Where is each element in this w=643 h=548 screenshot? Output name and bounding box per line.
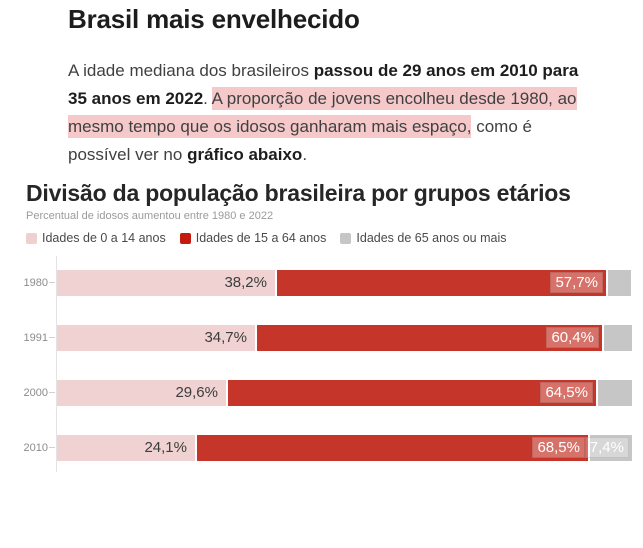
paragraph-bold-text: passou de 29 anos em 2010 para 35 anos e…: [68, 61, 579, 108]
chart-row-2000: 2000 29,6% 64,5%: [0, 365, 643, 420]
bar-chart: 1980 38,2% 57,7% 1991 34,7% 60,4% 2000 29,6% 64,…: [0, 255, 643, 485]
y-axis-tick: [49, 282, 55, 283]
bar-segment: [604, 324, 632, 351]
chart-section: Divisão da população brasileira por grup…: [0, 180, 643, 485]
bar-value-label: 57,7%: [550, 272, 603, 293]
bar-segment: 29,6%: [57, 379, 226, 406]
chart-row-1991: 1991 34,7% 60,4%: [0, 310, 643, 365]
chart-row-1980: 1980 38,2% 57,7%: [0, 255, 643, 310]
y-axis-tick: [49, 392, 55, 393]
bar-value-label: 24,1%: [144, 439, 187, 456]
bar-segment: 7,4%: [584, 434, 632, 461]
stacked-bar: 34,7% 60,4%: [57, 324, 632, 351]
y-axis-label: 1991: [23, 331, 48, 344]
bar-segment: 57,7%: [277, 269, 606, 296]
bar-value-label: 29,6%: [175, 384, 218, 401]
paragraph-bold-text: gráfico abaixo: [187, 145, 303, 164]
y-axis-label: 2000: [23, 386, 48, 399]
paragraph-text: .: [302, 145, 308, 164]
y-axis-tick: [49, 447, 55, 448]
stacked-bar: 29,6% 64,5%: [57, 379, 632, 406]
legend-item-1: Idades de 15 a 64 anos: [179, 231, 327, 245]
bar-value-label: 7,4%: [584, 437, 629, 458]
chart-title: Divisão da população brasileira por grup…: [26, 180, 571, 206]
legend-swatch-icon: [340, 232, 352, 244]
bar-value-label: 64,5%: [540, 382, 593, 403]
bar-value-label: 60,4%: [546, 327, 599, 348]
bar-segment: 24,1%: [57, 434, 195, 461]
bar-value-label: 38,2%: [224, 274, 267, 291]
paragraph-text: .: [203, 89, 212, 108]
article-title: Brasil mais envelhecido: [68, 4, 360, 34]
bar-segment: [598, 379, 632, 406]
chart-subtitle: Percentual de idosos aumentou entre 1980…: [26, 210, 274, 222]
bar-segment: [608, 269, 631, 296]
legend-swatch-icon: [179, 232, 191, 244]
y-axis-label: 1980: [23, 276, 48, 289]
y-axis-tick: [49, 337, 55, 338]
legend-item-0: Idades de 0 a 14 anos: [26, 231, 166, 245]
paragraph-text: A idade mediana dos brasileiros: [68, 61, 314, 80]
stacked-bar: 38,2% 57,7%: [57, 269, 631, 296]
bar-value-label: 68,5%: [532, 437, 585, 458]
article: Brasil mais envelhecido A idade mediana …: [0, 0, 643, 169]
y-axis-line: [56, 256, 57, 472]
legend-label: Idades de 65 anos ou mais: [356, 231, 507, 245]
legend-label: Idades de 0 a 14 anos: [42, 231, 166, 245]
bar-segment: 64,5%: [228, 379, 596, 406]
bar-segment: 68,5%: [197, 434, 588, 461]
paragraph-text: como é possível ver no: [68, 117, 532, 164]
bar-segment: 60,4%: [257, 324, 602, 351]
stacked-bar: 24,1% 68,5% 7,4%: [57, 434, 632, 461]
chart-legend: Idades de 0 a 14 anos Idades de 15 a 64 a…: [26, 231, 643, 245]
chart-row-2010: 2010 24,1% 68,5% 7,4%: [0, 420, 643, 475]
article-paragraph: A idade mediana dos brasileiros passou d…: [68, 57, 592, 169]
bar-value-label: 34,7%: [204, 329, 247, 346]
bar-segment: 34,7%: [57, 324, 255, 351]
legend-swatch-icon: [26, 232, 37, 244]
legend-item-2: Idades de 65 anos ou mais: [340, 231, 507, 245]
bar-segment: 38,2%: [57, 269, 275, 296]
legend-label: Idades de 15 a 64 anos: [195, 231, 327, 245]
y-axis-label: 2010: [23, 441, 48, 454]
